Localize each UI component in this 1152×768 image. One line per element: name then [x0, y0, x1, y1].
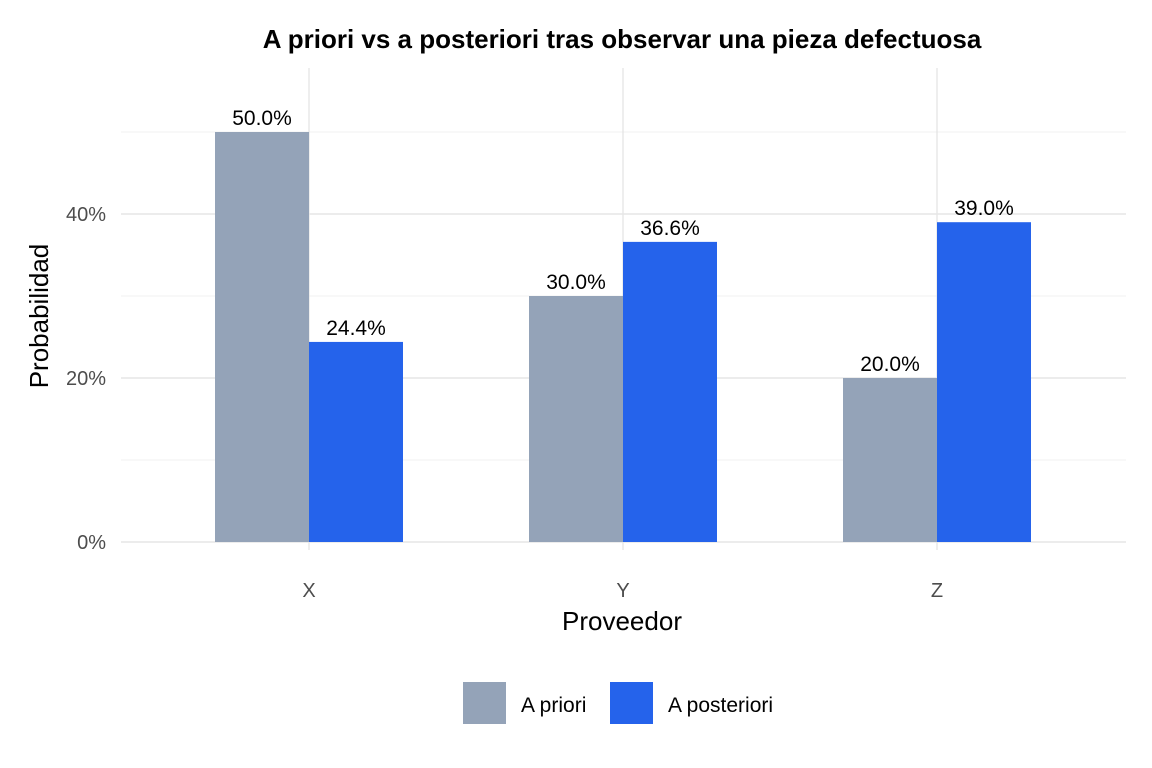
y-tick-label: 0%	[77, 532, 106, 554]
legend-label-a-posteriori: A posteriori	[668, 694, 773, 717]
x-tick-label: X	[302, 580, 315, 602]
legend-swatch-a-priori	[463, 682, 506, 724]
bar-a-posteriori-z	[937, 222, 1031, 542]
y-tick-label: 40%	[66, 204, 106, 226]
bar-a-priori-y	[529, 296, 623, 542]
bar-a-posteriori-x	[309, 341, 403, 542]
bar-a-posteriori-y	[623, 241, 717, 542]
bar-a-priori-x	[215, 132, 309, 542]
axes: 0% 20% 40% X Y Z	[66, 204, 943, 602]
data-label-a-posteriori-z: 39.0%	[954, 197, 1014, 220]
x-tick-label: Y	[616, 580, 629, 602]
data-label-a-priori-z: 20.0%	[860, 353, 920, 376]
y-tick-label: 20%	[66, 368, 106, 390]
legend-label-a-priori: A priori	[521, 694, 586, 717]
data-label-a-priori-y: 30.0%	[546, 271, 606, 294]
legend-swatch-a-posteriori	[610, 682, 653, 724]
data-label-a-posteriori-y: 36.6%	[640, 217, 700, 240]
data-label-a-posteriori-x: 24.4%	[326, 317, 386, 340]
bars	[215, 132, 1031, 542]
legend: A priori A posteriori	[463, 682, 773, 724]
x-tick-label: Z	[931, 580, 943, 602]
y-axis-title: Probabilidad	[24, 244, 54, 389]
data-labels: 50.0% 30.0% 20.0% 24.4% 36.6% 39.0%	[232, 107, 1014, 376]
chart-title: A priori vs a posteriori tras observar u…	[263, 24, 982, 54]
x-axis-title: Proveedor	[562, 606, 682, 636]
bar-a-priori-z	[843, 378, 937, 542]
data-label-a-priori-x: 50.0%	[232, 107, 292, 130]
